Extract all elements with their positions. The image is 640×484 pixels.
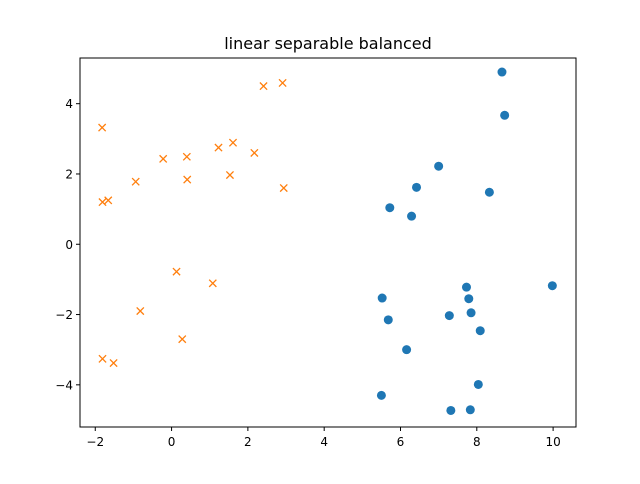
data-point-x (104, 196, 113, 205)
axes-frame (79, 57, 577, 428)
data-point-x (183, 175, 192, 184)
x-tick-label: 8 (473, 435, 481, 449)
data-point-x (214, 143, 223, 152)
data-point-circle (473, 379, 483, 389)
data-point-x (172, 267, 181, 276)
data-point-x (225, 170, 235, 180)
data-point-circle (402, 345, 412, 355)
data-point-circle (407, 211, 417, 221)
x-tick-label: 6 (397, 435, 405, 449)
data-point-x (259, 82, 268, 91)
data-point-circle (461, 282, 471, 292)
data-point-x (136, 306, 145, 316)
y-tick-label: 4 (65, 97, 73, 111)
data-point-x (109, 358, 118, 368)
data-point-circle (500, 110, 510, 120)
data-point-x (131, 177, 140, 186)
data-point-x (208, 279, 217, 288)
data-point-circle (385, 203, 395, 213)
data-point-circle (497, 67, 507, 77)
plot-area: −2 0 2 4 6 8 10 −4 −2 0 2 4 (55, 57, 577, 449)
data-point-circle (465, 405, 475, 415)
data-point-x (98, 354, 107, 363)
x-tick-label: 2 (244, 435, 252, 449)
data-point-x (228, 138, 238, 147)
y-tick-label: −4 (55, 378, 73, 392)
data-point-x (98, 198, 107, 207)
x-tick-label: −2 (86, 435, 104, 449)
data-point-circle (376, 390, 386, 400)
y-tick-label: −2 (55, 308, 73, 322)
y-tick-label: 0 (65, 238, 73, 252)
data-point-x (182, 152, 191, 161)
x-tick-label: 0 (168, 435, 176, 449)
data-point-x (159, 154, 168, 163)
data-point-circle (466, 308, 476, 318)
data-point-circle (412, 182, 422, 192)
x-tick-label: 4 (320, 435, 328, 449)
data-point-x (178, 335, 187, 344)
data-point-circle (547, 281, 557, 291)
data-point-x (278, 78, 287, 88)
y-tick-label: 2 (65, 167, 73, 181)
data-point-x (250, 148, 259, 157)
data-point-x (98, 123, 107, 132)
data-point-circle (434, 161, 444, 171)
data-point-x (279, 183, 288, 193)
chart-title: linear separable balanced (224, 34, 432, 53)
data-point-circle (464, 294, 474, 304)
x-tick-label: 10 (545, 435, 560, 449)
data-point-circle (377, 293, 387, 303)
data-point-circle (383, 315, 393, 325)
data-point-circle (446, 405, 456, 415)
data-point-circle (444, 311, 454, 321)
data-point-circle (475, 326, 485, 336)
data-point-circle (484, 187, 494, 197)
